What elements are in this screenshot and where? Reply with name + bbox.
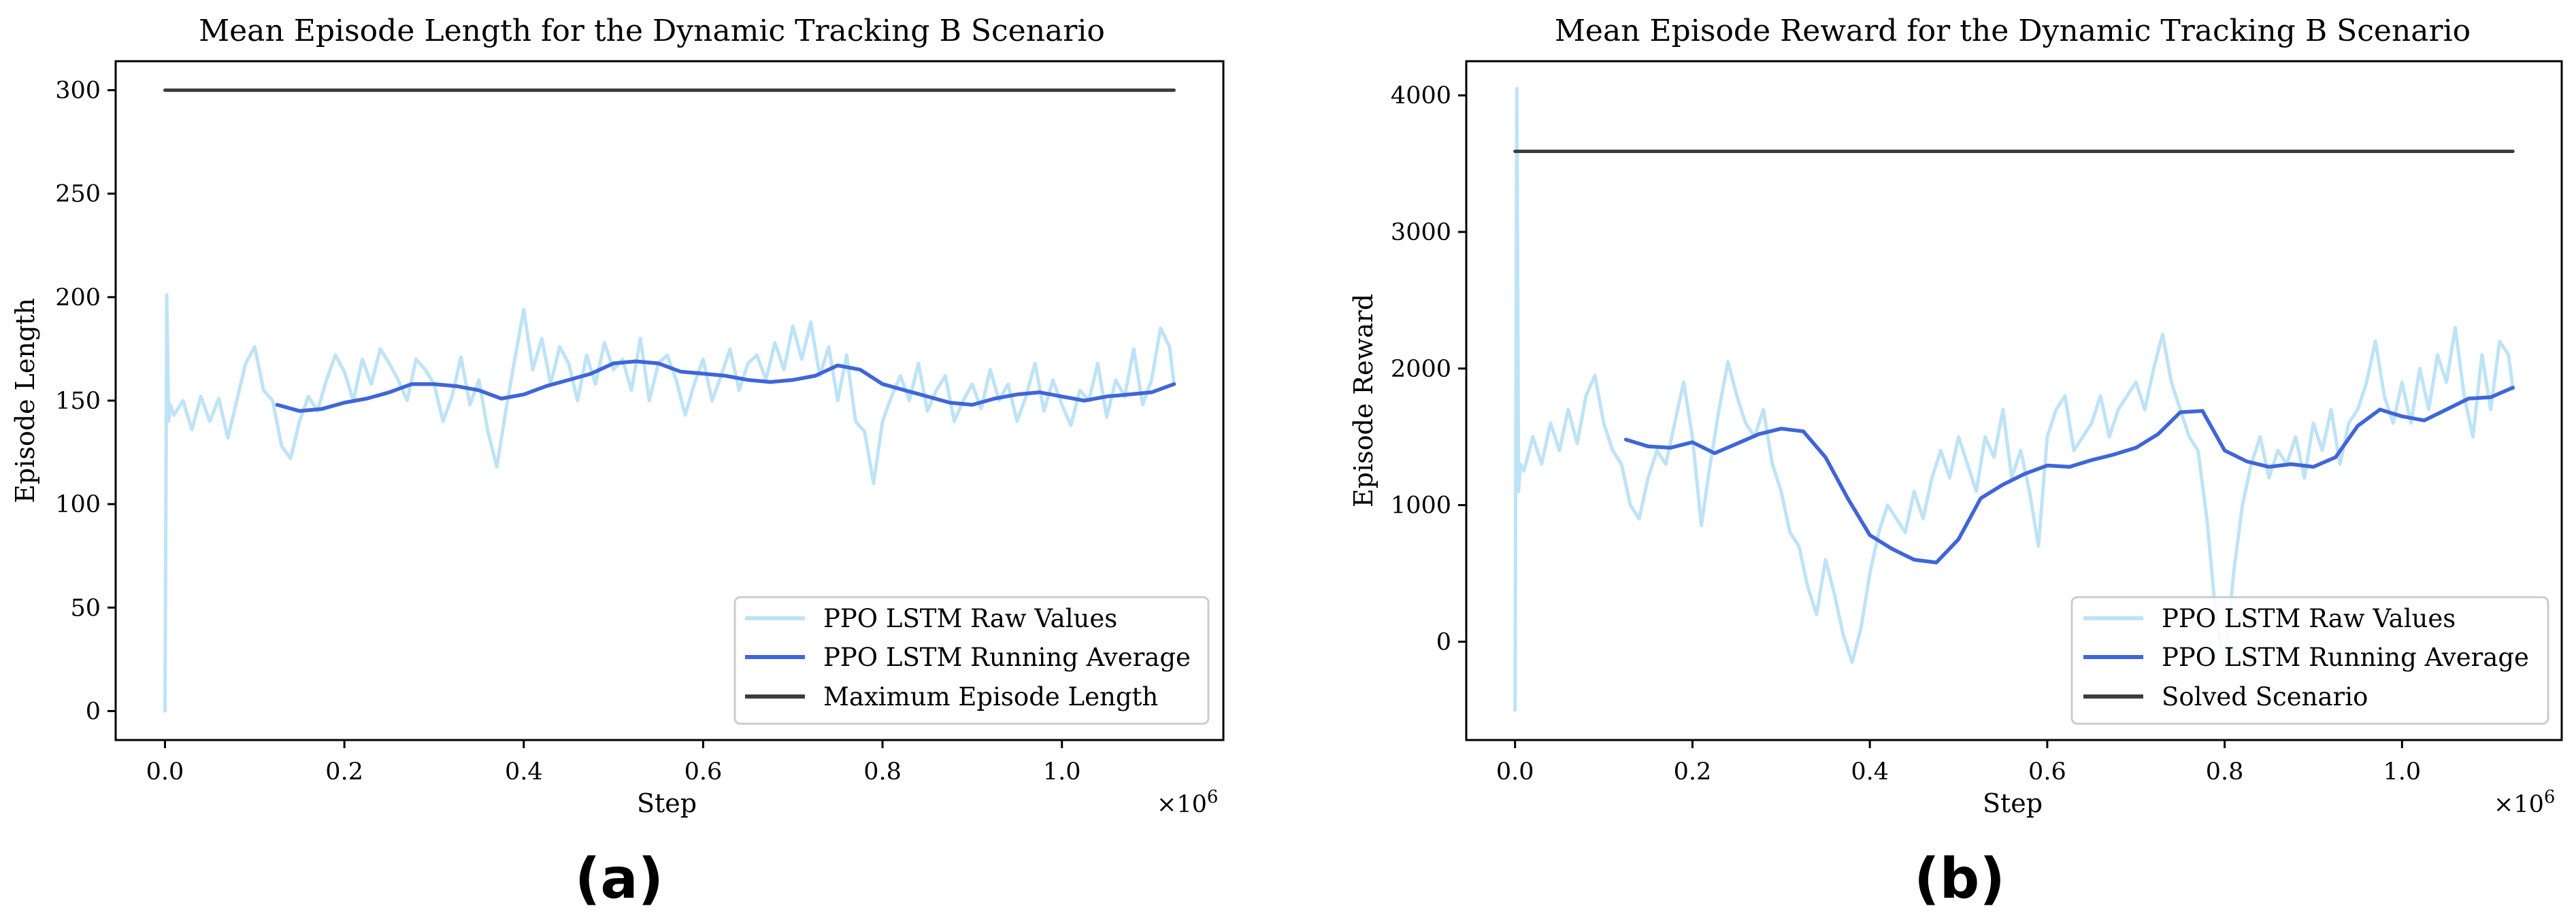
- panel-a-legend: PPO LSTM Raw Values PPO LSTM Running Ave…: [733, 596, 1210, 725]
- panel-b-legend: PPO LSTM Raw Values PPO LSTM Running Ave…: [2070, 596, 2549, 725]
- panel-a-legend-box: [733, 596, 1210, 725]
- panel-b-x-tick-label: 0.6: [2028, 758, 2066, 786]
- panel-b-y-tick-label: 0: [1436, 628, 1451, 656]
- panel-a-x-axis-label: Step: [637, 788, 697, 818]
- panel-a-x-ticks: 0.0 0.2 0.4 0.6 0.8 1.0: [146, 740, 1081, 786]
- panel-a-legend-label-avg: PPO LSTM Running Average: [823, 643, 1191, 672]
- panel-b-series-avg-line: [1623, 386, 2515, 565]
- panel-a-x-tick-label: 1.0: [1043, 758, 1081, 786]
- panel-b-legend-label-avg: PPO LSTM Running Average: [2162, 643, 2529, 672]
- panel-a-x-tick-label: 0.6: [684, 758, 723, 786]
- panel-b-legend-label-raw: PPO LSTM Raw Values: [2162, 604, 2456, 633]
- panel-b-y-axis-label: Episode Reward: [1349, 294, 1378, 507]
- panel-b-y-ticks: 0 1000 2000 3000 4000: [1391, 82, 1466, 656]
- panel-a-y-tick-label: 200: [55, 284, 101, 312]
- panel-a-x-multiplier: ×106: [1157, 787, 1218, 818]
- panel-a-y-tick-label: 150: [55, 388, 101, 415]
- panel-b-y-tick-label: 3000: [1391, 219, 1451, 246]
- panel-b-x-tick-label: 1.0: [2383, 758, 2422, 786]
- panel-a-y-tick-label: 50: [70, 594, 101, 622]
- panel-b-plot-frame: [1465, 60, 2563, 741]
- panel-a: Mean Episode Length for the Dynamic Trac…: [10, 14, 1225, 911]
- panel-b-x-tick-label: 0.8: [2206, 758, 2244, 786]
- panel-a-legend-label-ref: Maximum Episode Length: [823, 682, 1158, 711]
- panel-b: Mean Episode Reward for the Dynamic Trac…: [1349, 14, 2563, 911]
- panel-a-series-avg-line: [275, 359, 1176, 413]
- panel-b-x-axis-label: Step: [1983, 788, 2043, 818]
- panel-a-title: Mean Episode Length for the Dynamic Trac…: [199, 14, 1105, 48]
- panel-b-plot-layer: [1513, 86, 2515, 712]
- panel-a-y-tick-label: 0: [86, 698, 101, 725]
- panel-a-y-axis-label: Episode Length: [10, 298, 40, 503]
- panel-b-x-tick-label: 0.2: [1674, 758, 1712, 786]
- panel-b-title: Mean Episode Reward for the Dynamic Trac…: [1555, 14, 2471, 48]
- panel-a-x-tick-label: 0.8: [863, 758, 902, 786]
- panel-b-x-ticks: 0.0 0.2 0.4 0.6 0.8 1.0: [1496, 740, 2421, 786]
- panel-b-legend-box: [2070, 596, 2549, 725]
- panel-b-series-raw-line: [1513, 86, 2515, 712]
- panel-a-y-tick-label: 250: [55, 181, 101, 208]
- panel-a-y-tick-label: 300: [55, 78, 101, 105]
- panel-b-x-tick-label: 0.4: [1851, 758, 1889, 786]
- panel-a-x-multiplier-base: ×10: [1157, 791, 1207, 818]
- panel-b-x-tick-label: 0.0: [1496, 758, 1534, 786]
- panel-a-x-multiplier-exponent: 6: [1207, 787, 1219, 807]
- panel-a-x-tick-label: 0.4: [505, 758, 543, 786]
- panel-a-plot-layer: [163, 88, 1176, 713]
- panel-b-x-multiplier-exponent: 6: [2544, 787, 2556, 807]
- panel-b-y-tick-label: 2000: [1391, 356, 1451, 383]
- panel-a-x-tick-label: 0.0: [146, 758, 184, 786]
- panel-a-x-tick-label: 0.2: [325, 758, 363, 786]
- panel-b-x-multiplier: ×106: [2494, 787, 2555, 818]
- panel-a-y-tick-label: 100: [55, 491, 101, 518]
- panel-a-sub-label: (a): [575, 847, 663, 911]
- panel-a-legend-label-raw: PPO LSTM Raw Values: [823, 604, 1117, 633]
- panel-b-y-tick-label: 4000: [1391, 82, 1451, 110]
- panel-b-x-multiplier-base: ×10: [2494, 791, 2544, 818]
- panel-b-sub-label: (b): [1914, 847, 2005, 911]
- panel-b-y-tick-label: 1000: [1391, 492, 1451, 520]
- panel-b-legend-label-ref: Solved Scenario: [2162, 682, 2368, 711]
- panel-a-y-ticks: 0 50 100 150 200 250 300: [55, 78, 116, 725]
